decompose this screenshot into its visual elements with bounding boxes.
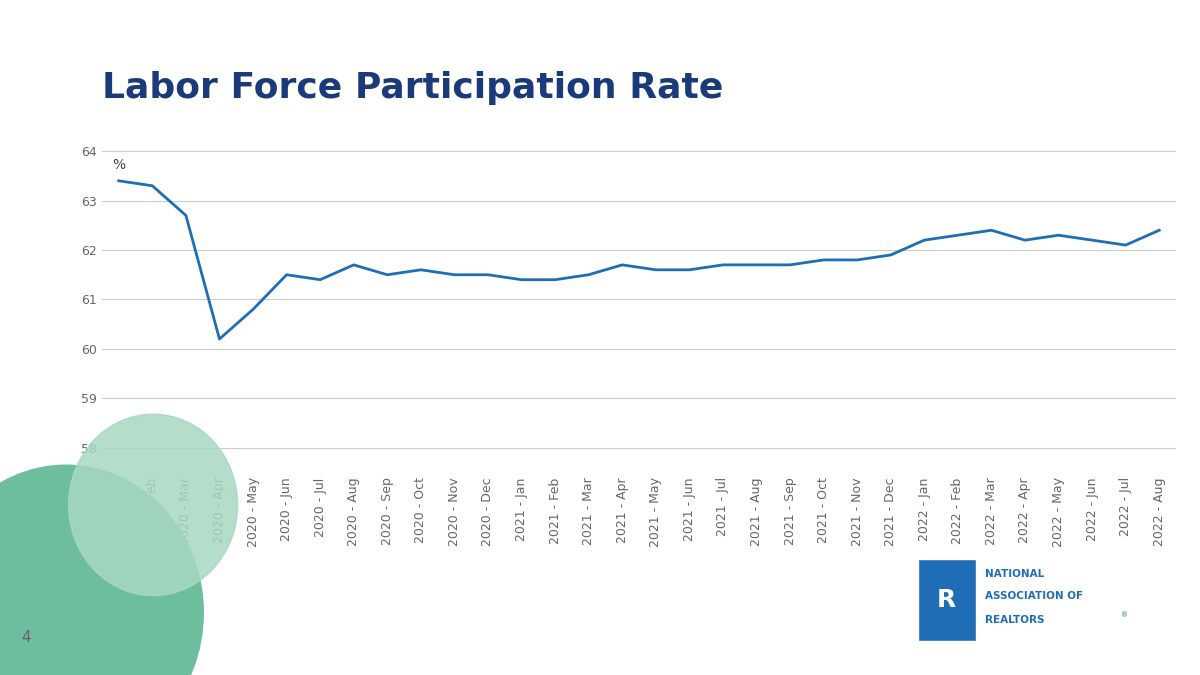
Text: NATIONAL: NATIONAL	[985, 569, 1044, 579]
Text: %: %	[112, 158, 125, 172]
Text: R: R	[937, 589, 956, 612]
Text: 4: 4	[22, 630, 31, 645]
Circle shape	[68, 414, 238, 595]
Text: ®: ®	[1121, 612, 1128, 618]
Text: REALTORS: REALTORS	[985, 615, 1045, 624]
Circle shape	[0, 465, 203, 675]
FancyBboxPatch shape	[918, 559, 976, 641]
Text: ASSOCIATION OF: ASSOCIATION OF	[985, 591, 1084, 601]
Text: Labor Force Participation Rate: Labor Force Participation Rate	[102, 71, 724, 105]
